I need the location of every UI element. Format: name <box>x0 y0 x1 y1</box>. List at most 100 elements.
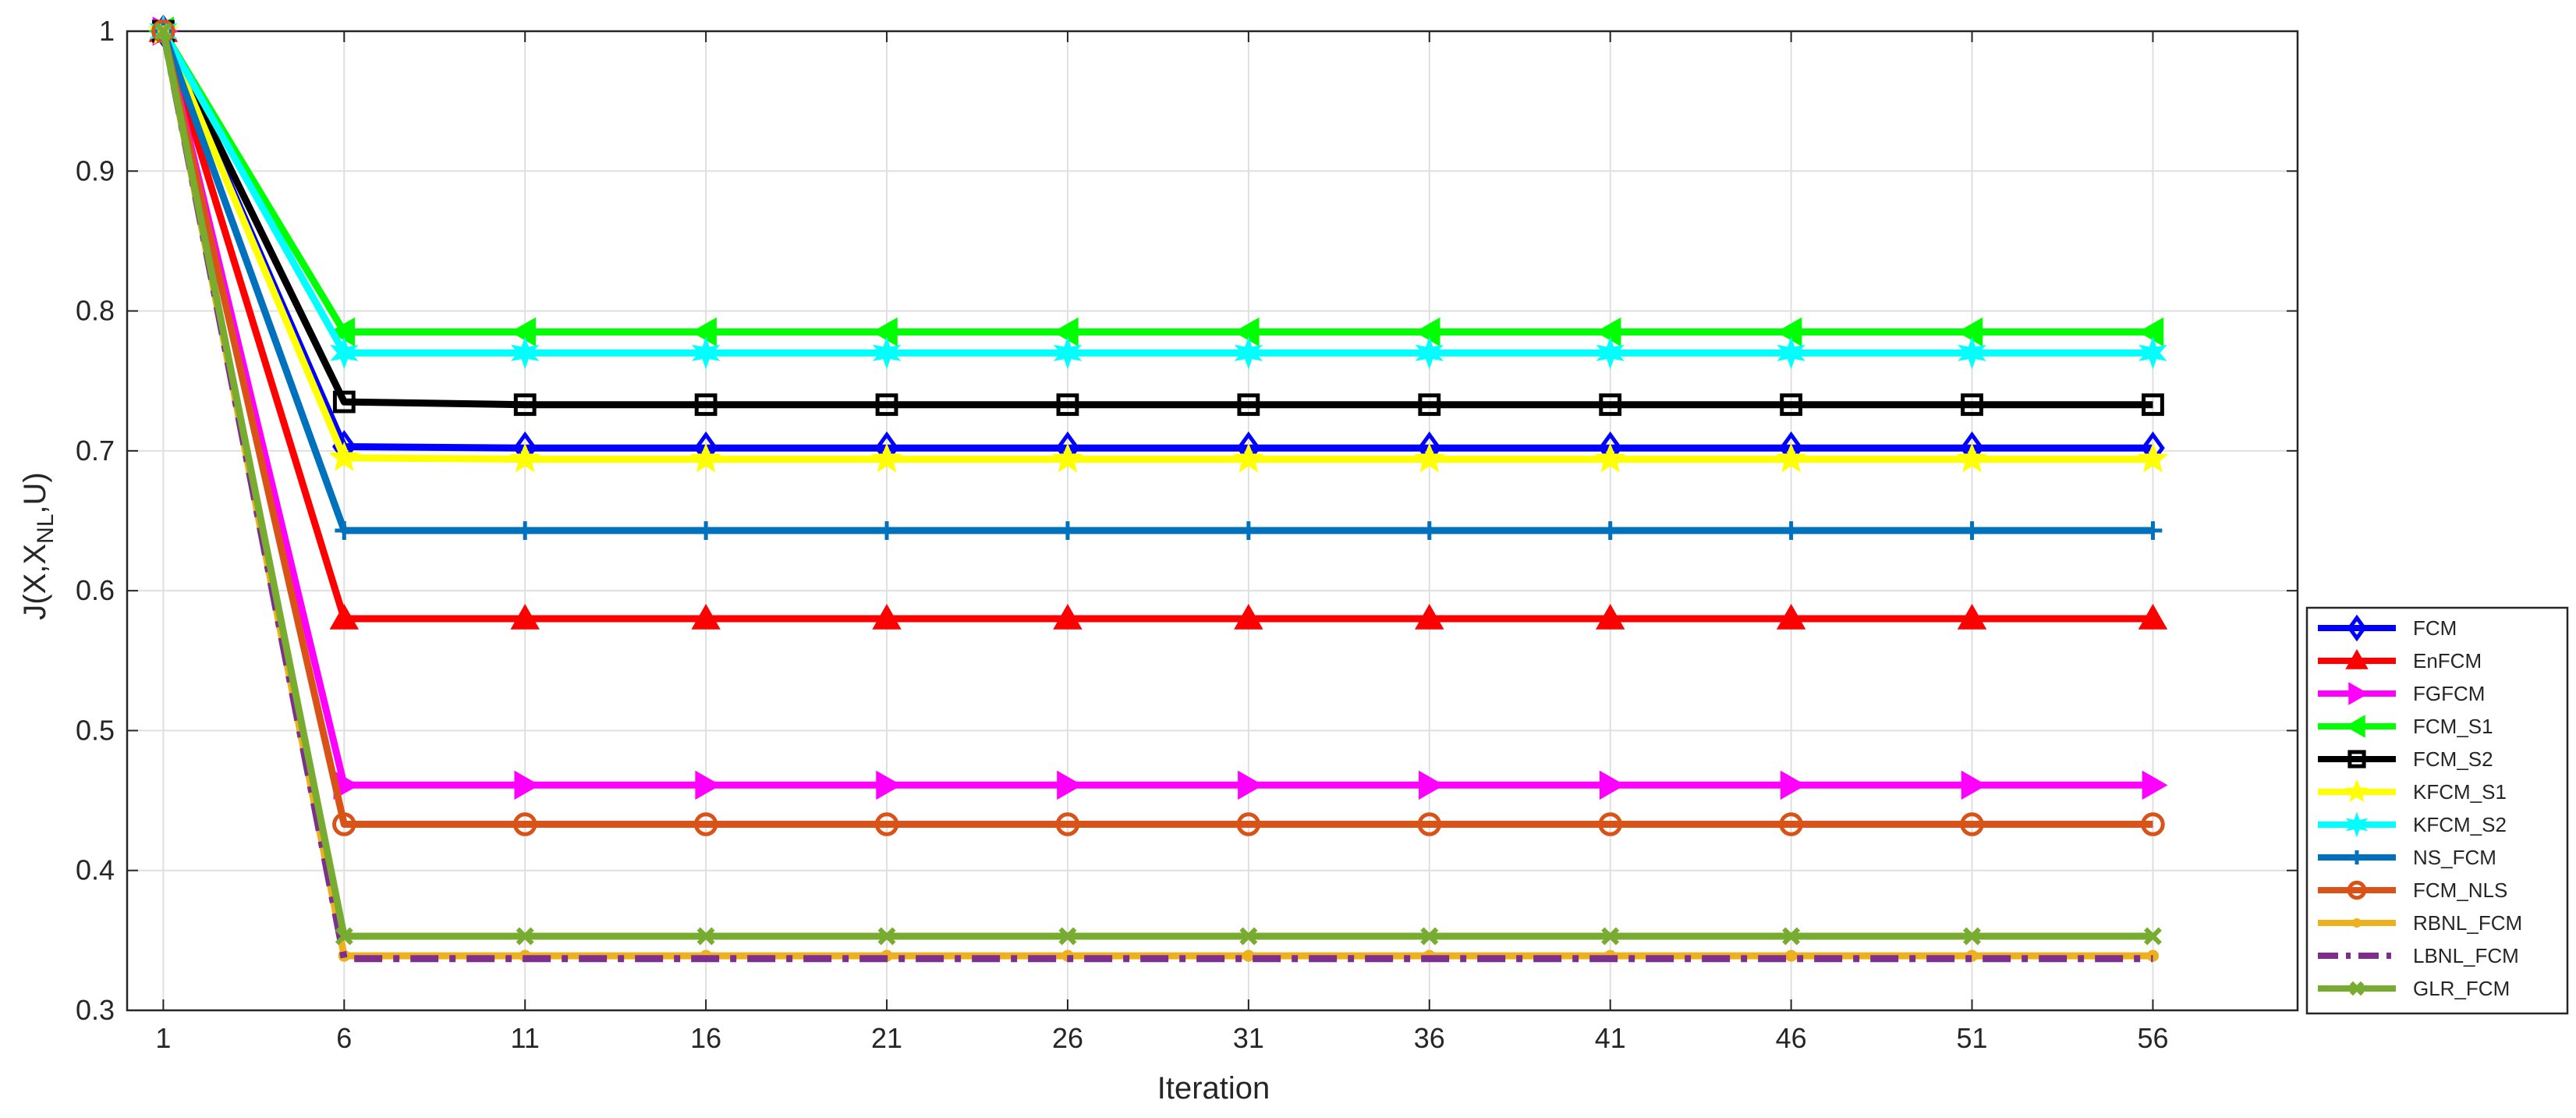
legend-label: KFCM_S2 <box>2413 813 2507 836</box>
legend-item-fcm-nls: FCM_NLS <box>2318 878 2507 902</box>
marker-triangle-right <box>1599 770 1625 800</box>
marker-plus <box>1238 521 1258 540</box>
legend-label: FCM_S2 <box>2413 747 2493 771</box>
series-kfcm-s1 <box>147 15 2169 473</box>
legend-item-ns-fcm: NS_FCM <box>2318 846 2496 869</box>
marker-plus <box>2143 521 2163 540</box>
marker-triangle-right <box>1238 770 1263 800</box>
marker-dot <box>1784 949 1798 962</box>
y-tick-label: 0.8 <box>76 295 115 327</box>
marker-triangle-left <box>1233 317 1260 347</box>
marker-triangle-up <box>1957 603 1987 630</box>
series-line <box>160 30 2153 409</box>
y-tick-label: 0.3 <box>76 994 115 1026</box>
marker-square <box>1599 393 1622 417</box>
marker-plus <box>2349 850 2365 865</box>
marker-x <box>1782 927 1801 946</box>
marker-square <box>1418 393 1441 417</box>
axes-box <box>126 30 2299 1012</box>
marker-star <box>1956 442 1988 473</box>
series-line <box>160 30 2153 623</box>
marker-circle <box>512 812 537 836</box>
legend-item-rbnl-fcm: RBNL_FCM <box>2318 911 2522 935</box>
marker-plus <box>696 521 716 540</box>
series-lbnl-fcm <box>159 30 2153 963</box>
marker-triangle-up <box>872 603 902 630</box>
marker-triangle-left <box>1052 317 1079 347</box>
marker-star <box>1413 442 1445 473</box>
marker-triangle-up <box>1234 603 1263 630</box>
x-tick-label: 36 <box>1414 1022 1445 1054</box>
legend-label: GLR_FCM <box>2413 977 2510 1000</box>
y-tick-label: 0.7 <box>76 435 115 467</box>
legend-label: FCM <box>2413 616 2457 640</box>
marker-triangle-left <box>691 317 717 347</box>
marker-star <box>1775 442 1807 473</box>
marker-triangle-left <box>510 317 536 347</box>
marker-x <box>1058 927 1077 946</box>
legend-label: NS_FCM <box>2413 846 2496 869</box>
legend-item-glr-fcm: GLR_FCM <box>2318 977 2510 1000</box>
legend-label: RBNL_FCM <box>2413 911 2522 935</box>
marker-x <box>1601 927 1620 946</box>
marker-diamond <box>2347 614 2367 642</box>
marker-x <box>877 927 896 946</box>
legend-item-enfcm: EnFCM <box>2318 648 2482 673</box>
marker-triangle-right <box>514 770 540 800</box>
marker-star <box>2138 336 2167 370</box>
marker-plus <box>516 521 535 540</box>
marker-triangle-up <box>329 603 360 630</box>
legend-item-kfcm-s2: KFCM_S2 <box>2318 811 2507 838</box>
marker-circle <box>1960 812 1984 836</box>
legend-item-fgfcm: FGFCM <box>2318 682 2485 705</box>
x-tick-label: 46 <box>1776 1022 1807 1054</box>
marker-triangle-left <box>1414 317 1440 347</box>
marker-x <box>335 927 353 946</box>
legend-label: FCM_NLS <box>2413 878 2507 902</box>
marker-circle <box>1779 812 1803 836</box>
marker-square <box>875 393 898 417</box>
y-tick-label: 0.4 <box>76 854 115 886</box>
y-axis-label: J(X,XNL,U) <box>18 472 58 619</box>
marker-star <box>1052 442 1083 473</box>
x-tick-label: 6 <box>336 1022 352 1054</box>
marker-triangle-right <box>2348 682 2369 705</box>
marker-circle <box>332 812 356 836</box>
marker-x <box>2143 927 2162 946</box>
x-tick-label: 16 <box>690 1022 721 1054</box>
marker-triangle-up <box>510 603 540 630</box>
x-tick-label: 1 <box>155 1022 171 1054</box>
marker-triangle-left <box>1595 317 1621 347</box>
marker-star <box>871 442 902 473</box>
legend: FCM EnFCM FGFCM FCM_S1 FCM_S2 KFCM_S1 KFCM_S2 N… <box>2305 606 2569 1015</box>
x-tick-label: 21 <box>871 1022 902 1054</box>
series-line <box>159 30 2153 940</box>
marker-square <box>694 393 718 417</box>
legend-item-fcm-s2: FCM_S2 <box>2318 747 2493 771</box>
marker-triangle-left <box>1957 317 1983 347</box>
series-ns-fcm <box>154 22 2163 540</box>
marker-star <box>509 442 541 473</box>
marker-triangle-right <box>2142 770 2168 800</box>
marker-star <box>2137 442 2169 473</box>
marker-star <box>1233 442 1264 473</box>
marker-dot <box>1242 949 1255 962</box>
marker-x <box>2349 981 2365 996</box>
plot-background <box>127 31 2298 1010</box>
marker-star <box>330 336 359 370</box>
y-tick-label: 0.6 <box>76 574 115 606</box>
marker-triangle-right <box>876 770 902 800</box>
marker-circle <box>2347 880 2367 900</box>
marker-circle <box>874 812 899 836</box>
marker-star <box>328 441 360 471</box>
marker-circle <box>1055 812 1080 836</box>
series-glr-fcm <box>154 22 2162 946</box>
marker-square <box>332 390 356 413</box>
legend-item-kfcm-s1: KFCM_S1 <box>2318 779 2507 804</box>
y-axis-label-tail: ,U) <box>18 472 52 513</box>
x-tick-label: 51 <box>1957 1022 1988 1054</box>
marker-triangle-up <box>691 603 721 630</box>
marker-star <box>690 442 721 473</box>
marker-triangle-right <box>1961 770 1987 800</box>
